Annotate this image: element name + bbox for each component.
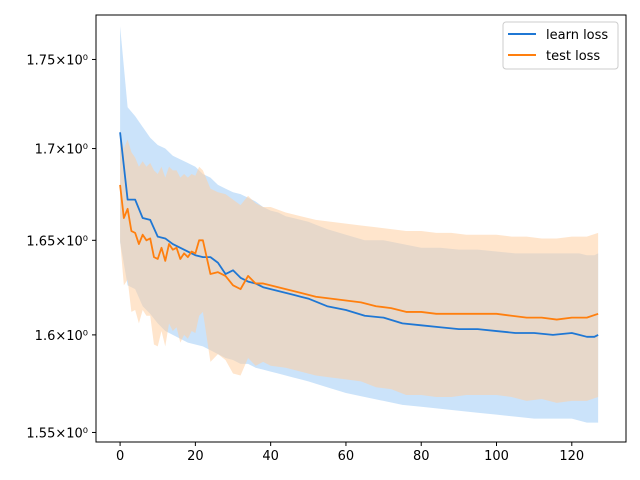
series-lines (119, 132, 599, 338)
test-loss-band (120, 130, 599, 403)
y-tick-label: 1.65×10⁰ (26, 234, 88, 249)
x-tick-label: 80 (413, 449, 430, 464)
y-tick-label: 1.6×10⁰ (35, 329, 88, 344)
y-tick-label: 1.55×10⁰ (26, 426, 88, 441)
plot-frame (95, 14, 627, 443)
x-tick-label: 20 (187, 449, 204, 464)
y-axis-ticks: 1.55×10⁰ 1.6×10⁰ 1.65×10⁰ 1.7×10⁰ 1.75×10⁰ (26, 53, 96, 441)
y-tick-label: 1.75×10⁰ (26, 53, 88, 68)
x-axis-ticks: 0 20 40 60 80 100 120 (116, 442, 584, 464)
x-tick-label: 60 (338, 449, 355, 464)
x-tick-label: 0 (116, 449, 124, 464)
learn-loss-line (119, 132, 599, 338)
legend-label: learn loss (546, 28, 608, 43)
x-tick-label: 40 (262, 449, 279, 464)
x-tick-label: 100 (484, 449, 509, 464)
confidence-bands (120, 26, 599, 423)
x-tick-label: 120 (559, 449, 584, 464)
legend-label: test loss (546, 49, 600, 64)
y-tick-label: 1.7×10⁰ (35, 143, 88, 158)
legend: learn loss test loss (502, 21, 619, 70)
test-loss-line (119, 184, 599, 321)
